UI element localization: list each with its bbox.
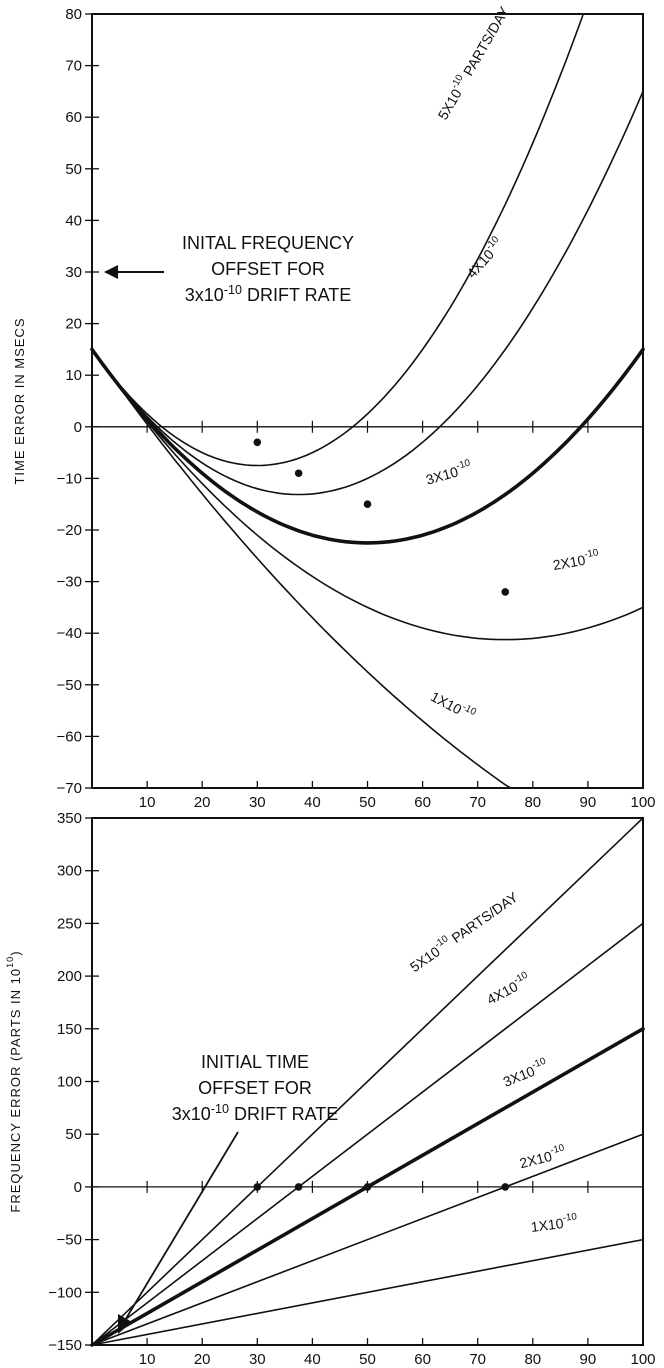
y-tick-label: 100 — [57, 1074, 82, 1091]
annotation-line: 3x10-10​ DRIFT RATE — [185, 283, 352, 305]
y-tick-label: 300 — [57, 863, 82, 880]
y-tick-label: −60 — [57, 728, 82, 745]
y-tick-label: 350 — [57, 810, 82, 827]
series-line — [91, 348, 644, 641]
x-tick-label: 60 — [414, 794, 431, 811]
series-marker — [501, 1183, 510, 1191]
y-tick-label: 20 — [65, 316, 82, 333]
y-tick-label: 50 — [65, 1126, 82, 1143]
x-tick-label: 90 — [580, 1351, 597, 1368]
annotation: INITAL FREQUENCY OFFSET FOR 3x10-10​ DRIFT… — [104, 233, 354, 305]
y-tick-label: 70 — [65, 58, 82, 75]
series-line — [91, 13, 585, 467]
x-tick-label: 10 — [139, 794, 156, 811]
y-tick-label: 80 — [65, 6, 82, 23]
y-tick-label: 50 — [65, 161, 82, 178]
y-tick-label: 200 — [57, 968, 82, 985]
x-tick-label: 30 — [249, 1351, 266, 1368]
series-marker — [253, 438, 262, 447]
series-label: 4X10-10​ — [462, 234, 507, 281]
x-tick-label: 90 — [580, 794, 597, 811]
y-axis-title: TIME ERROR IN MSECS — [12, 317, 27, 484]
y-tick-label: 0 — [74, 419, 82, 436]
series-5: 1X10-10​ — [91, 1211, 644, 1346]
annotation-line: INITAL FREQUENCY — [182, 233, 354, 253]
series-line — [91, 348, 644, 789]
series-3: 3X10-10​ — [90, 347, 645, 545]
y-tick-label: 0 — [74, 1179, 82, 1196]
series-label: 2X10-10​ — [517, 1142, 567, 1171]
annotation-line: OFFSET FOR — [211, 259, 325, 279]
y-tick-label: −150 — [48, 1337, 82, 1354]
series-4: 2X10-10​ — [91, 348, 644, 641]
y-tick-label: −20 — [57, 522, 82, 539]
y-tick-label: −10 — [57, 470, 82, 487]
y-tick-label: −30 — [57, 574, 82, 591]
series-line — [91, 1133, 644, 1346]
series-line — [91, 817, 644, 1346]
series-line — [91, 90, 644, 496]
y-tick-label: −40 — [57, 625, 82, 642]
y-tick-label: 60 — [65, 109, 82, 126]
series-line — [90, 347, 645, 545]
series-marker — [294, 469, 303, 478]
x-tick-label: 10 — [139, 1351, 156, 1368]
chart-panel-1: 80706050403020100−10−20−30−40−50−60−7010… — [12, 2, 656, 811]
x-tick-label: 20 — [194, 794, 211, 811]
y-tick-label: −50 — [57, 1232, 82, 1249]
annotation-arrowhead — [118, 1314, 132, 1334]
series-label: 2X10-10​ — [551, 547, 601, 573]
series-1: 5X10-10​ PARTS/DAY — [91, 817, 644, 1346]
x-tick-label: 50 — [359, 1351, 376, 1368]
annotation: INITIAL TIME OFFSET FOR 3x10-10​ DRIFT RAT… — [118, 1052, 338, 1334]
y-tick-label: 10 — [65, 367, 82, 384]
x-tick-label: 50 — [359, 794, 376, 811]
annotation-arrowhead — [104, 265, 118, 279]
y-tick-label: −70 — [57, 780, 82, 797]
series-2: 4X10-10​ — [91, 922, 644, 1346]
x-tick-label: 100 — [630, 794, 655, 811]
series-marker — [363, 500, 372, 509]
series-label: 1X10-10​ — [530, 1211, 579, 1235]
annotation-line: OFFSET FOR — [198, 1078, 312, 1098]
series-label: 5X10-10​ PARTS/DAY — [406, 887, 522, 975]
series-marker — [253, 1183, 262, 1191]
series-2: 4X10-10​ — [91, 90, 644, 496]
y-tick-label: −50 — [57, 677, 82, 694]
x-tick-label: 70 — [469, 1351, 486, 1368]
y-tick-label: 30 — [65, 264, 82, 281]
chart-panel-2: 350 300 250 200 150 100 50 0 −50 −100 −150 10 20 30 40… — [5, 810, 656, 1368]
x-tick-label: 60 — [414, 1351, 431, 1368]
series-marker — [501, 588, 510, 596]
series-marker — [294, 1183, 303, 1191]
series-line — [91, 922, 644, 1346]
y-axis-title: FREQUENCY ERROR (PARTS IN 1010​) — [5, 950, 23, 1212]
y-tick-label: 150 — [57, 1021, 82, 1038]
series-label: 3X10-10​ — [424, 457, 475, 487]
series-label: 5X10-10​ PARTS/DAY — [433, 2, 513, 122]
series-label: 1X10-10​ — [428, 686, 478, 724]
x-tick-label: 20 — [194, 1351, 211, 1368]
x-tick-label: 30 — [249, 794, 266, 811]
x-tick-label: 80 — [524, 1351, 541, 1368]
annotation-line: INITIAL TIME — [201, 1052, 309, 1072]
series-label: 4X10-10​ — [483, 969, 533, 1007]
annotation-arrow — [123, 1131, 239, 1323]
x-tick-label: 80 — [524, 794, 541, 811]
x-tick-label: 70 — [469, 794, 486, 811]
series-line — [91, 1238, 644, 1346]
y-tick-label: −100 — [48, 1284, 82, 1301]
x-tick-label: 100 — [630, 1351, 655, 1368]
annotation-line: 3x10-10​ DRIFT RATE — [172, 1102, 339, 1124]
y-tick-label: 250 — [57, 915, 82, 932]
series-marker — [363, 1183, 372, 1191]
x-tick-label: 40 — [304, 1351, 321, 1368]
y-tick-label: 40 — [65, 212, 82, 229]
series-4: 2X10-10​ — [91, 1133, 644, 1346]
x-tick-label: 40 — [304, 794, 321, 811]
